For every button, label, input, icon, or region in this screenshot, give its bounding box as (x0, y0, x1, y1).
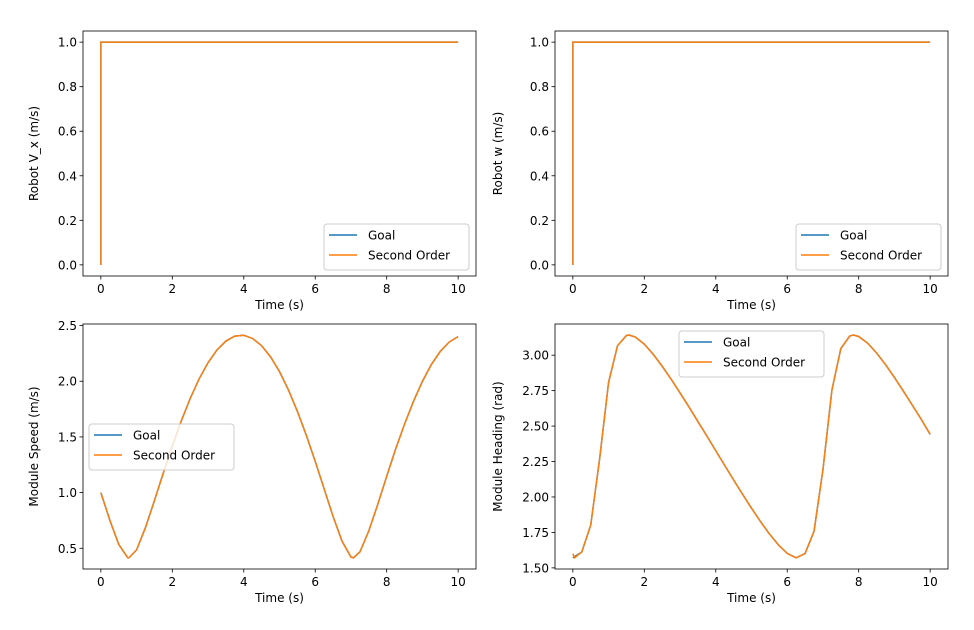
legend: Goal Second Order (323, 223, 470, 271)
series-line-second-order (572, 41, 931, 265)
y-tick-label: 1.75 (522, 526, 549, 540)
x-axis-label: Time (s) (726, 591, 776, 605)
series-line-second-order (572, 334, 931, 560)
series-line-second-order (100, 334, 459, 559)
y-tick-label: 2.0 (58, 375, 77, 389)
legend-label: Goal (723, 336, 750, 350)
y-tick-label: 0.4 (58, 169, 77, 183)
x-tick-label: 2 (168, 575, 176, 589)
axes-frame (82, 30, 477, 277)
legend-label: Goal (368, 229, 395, 243)
y-tick-label: 2.00 (522, 490, 549, 504)
y-tick-label: 0.0 (530, 258, 549, 272)
y-tick-label: 1.0 (58, 486, 77, 500)
y-tick-label: 0.5 (58, 542, 77, 556)
legend-label: Second Order (840, 249, 922, 263)
x-tick-label: 4 (712, 282, 720, 296)
axes-frame (554, 323, 949, 570)
y-tick-label: 0.2 (530, 214, 549, 228)
subplot-3: 0 2 4 6 8 10 0.5 1.0 1.5 2.0 2.5 Time (s) Module Spe… (27, 319, 477, 605)
x-tick-label: 10 (450, 282, 465, 296)
legend: Goal Second Order (795, 223, 942, 271)
y-tick-label: 3.00 (522, 349, 549, 363)
legend-label: Goal (133, 429, 160, 443)
y-tick-label: 0.2 (58, 214, 77, 228)
legend-box (323, 223, 470, 271)
x-tick-label: 10 (922, 282, 937, 296)
legend-box (88, 423, 235, 471)
x-tick-label: 0 (97, 282, 105, 296)
x-tick-label: 0 (97, 575, 105, 589)
x-tick-label: 6 (311, 575, 319, 589)
axes-frame (82, 323, 477, 570)
x-tick-label: 4 (712, 575, 720, 589)
y-tick-label: 1.0 (530, 36, 549, 50)
legend: Goal Second Order (678, 330, 825, 378)
x-axis-label: Time (s) (254, 591, 304, 605)
x-tick-label: 2 (640, 282, 648, 296)
y-tick-label: 0.8 (530, 80, 549, 94)
x-axis-label: Time (s) (254, 298, 304, 312)
x-tick-label: 6 (783, 575, 791, 589)
legend-box (795, 223, 942, 271)
x-tick-label: 6 (783, 282, 791, 296)
axes-frame (554, 30, 949, 277)
y-tick-label: 0.4 (530, 169, 549, 183)
legend: Goal Second Order (88, 423, 235, 471)
y-tick-label: 0.8 (58, 80, 77, 94)
subplot-2: 0 2 4 6 8 10 0.0 0.2 0.4 0.6 0.8 1.0 Time (s) Robot w… (491, 30, 949, 312)
x-tick-label: 0 (569, 282, 577, 296)
x-tick-label: 10 (450, 575, 465, 589)
y-tick-label: 1.0 (58, 36, 77, 50)
subplot-1: 0 2 4 6 8 10 0.0 0.2 0.4 0.6 0.8 1.0 Time (s) Robot V… (27, 30, 477, 312)
series-line-second-order (100, 41, 459, 265)
y-tick-label: 1.50 (522, 561, 549, 575)
x-tick-label: 4 (240, 575, 248, 589)
legend-label: Goal (840, 229, 867, 243)
y-tick-label: 2.75 (522, 384, 549, 398)
x-tick-label: 8 (383, 282, 391, 296)
x-axis-label: Time (s) (726, 298, 776, 312)
x-tick-label: 8 (855, 575, 863, 589)
x-tick-label: 8 (855, 282, 863, 296)
subplot-4: 0 2 4 6 8 10 1.50 1.75 2.00 2.25 2.50 2.75 3.00 Time … (491, 323, 949, 605)
legend-label: Second Order (723, 356, 805, 370)
y-axis-label: Module Heading (rad) (491, 381, 505, 511)
y-tick-label: 0.0 (58, 258, 77, 272)
x-tick-label: 10 (922, 575, 937, 589)
x-tick-label: 8 (383, 575, 391, 589)
legend-label: Second Order (368, 249, 450, 263)
y-tick-label: 0.6 (58, 125, 77, 139)
y-tick-label: 2.50 (522, 420, 549, 434)
x-tick-label: 4 (240, 282, 248, 296)
x-tick-label: 0 (569, 575, 577, 589)
y-axis-label: Module Speed (m/s) (27, 386, 41, 506)
y-axis-label: Robot w (m/s) (491, 112, 505, 196)
y-tick-label: 1.5 (58, 430, 77, 444)
y-tick-label: 2.5 (58, 319, 77, 333)
y-tick-label: 2.25 (522, 455, 549, 469)
x-tick-label: 2 (640, 575, 648, 589)
y-axis-label: Robot V_x (m/s) (27, 106, 41, 201)
y-tick-label: 0.6 (530, 125, 549, 139)
legend-box (678, 330, 825, 378)
legend-label: Second Order (133, 449, 215, 463)
x-tick-label: 6 (311, 282, 319, 296)
x-tick-label: 2 (168, 282, 176, 296)
